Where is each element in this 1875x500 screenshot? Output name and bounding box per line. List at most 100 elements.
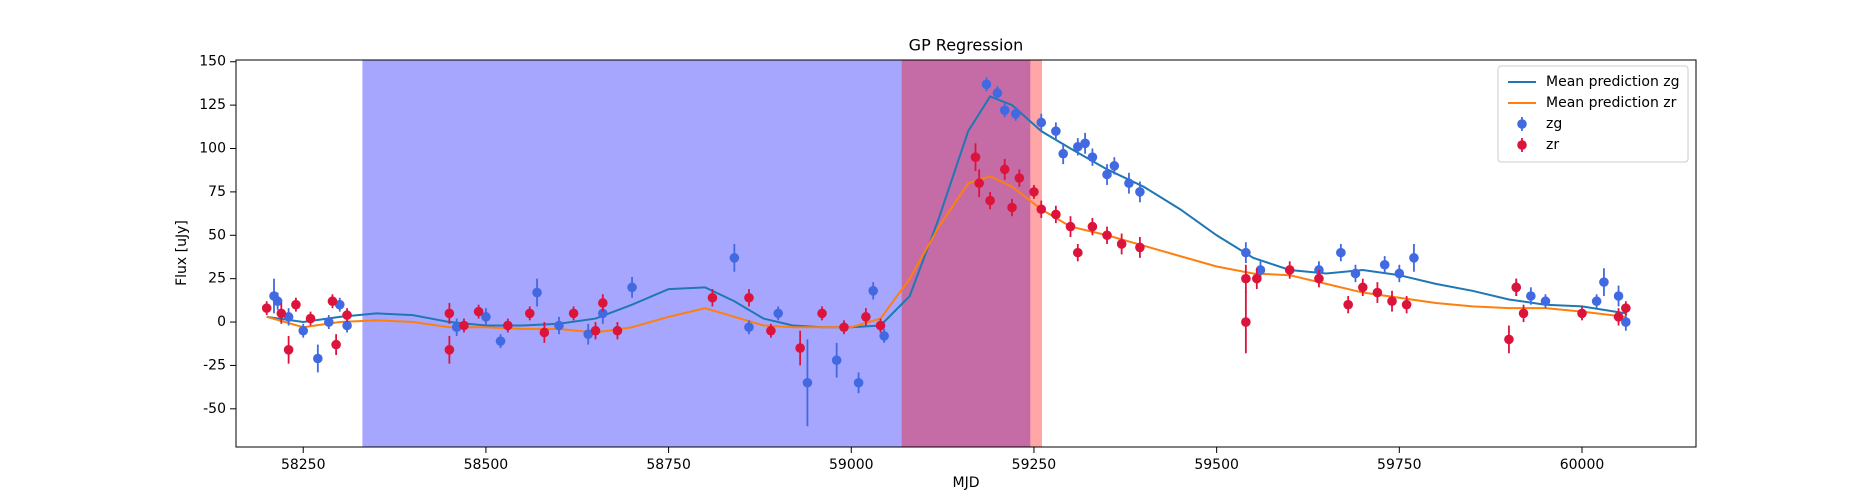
- data-point: [1357, 282, 1368, 293]
- x-tick-label: 58500: [464, 457, 509, 473]
- legend-label: Mean prediction zg: [1546, 74, 1680, 90]
- data-point: [1518, 308, 1529, 319]
- data-point: [451, 322, 462, 333]
- data-point: [495, 336, 506, 346]
- legend-label: zr: [1546, 137, 1559, 153]
- data-point: [1036, 117, 1047, 128]
- data-point: [1010, 108, 1021, 119]
- data-point: [444, 345, 455, 355]
- data-point: [707, 292, 718, 303]
- data-point: [1135, 187, 1145, 197]
- data-point: [583, 329, 594, 339]
- data-point: [992, 88, 1003, 98]
- data-point: [305, 313, 316, 324]
- data-point: [729, 253, 740, 263]
- data-point: [1007, 202, 1017, 213]
- plot-area: [261, 60, 1631, 447]
- data-point: [481, 312, 491, 322]
- data-point: [1014, 173, 1025, 183]
- data-point: [1051, 209, 1061, 220]
- data-point: [1526, 291, 1536, 301]
- legend-label: zg: [1546, 116, 1562, 132]
- shaded-span: [362, 60, 1031, 447]
- data-point: [1284, 265, 1295, 275]
- data-point: [1401, 299, 1412, 310]
- data-point: [1613, 312, 1624, 322]
- data-point: [1577, 308, 1587, 319]
- data-point: [473, 306, 484, 317]
- data-point: [1621, 303, 1631, 313]
- data-point: [568, 308, 579, 319]
- data-point: [327, 296, 338, 307]
- data-point: [773, 308, 784, 319]
- data-point: [999, 164, 1010, 175]
- data-point: [1343, 299, 1353, 310]
- data-point: [283, 312, 294, 322]
- x-tick-label: 60000: [1560, 457, 1605, 473]
- data-point: [272, 296, 283, 307]
- x-tick-label: 59750: [1377, 457, 1422, 473]
- data-point: [283, 345, 294, 355]
- data-point: [1073, 247, 1083, 258]
- data-point: [291, 299, 301, 310]
- data-point: [879, 331, 889, 341]
- data-point: [1065, 221, 1076, 232]
- data-point: [539, 327, 550, 338]
- data-point: [817, 308, 827, 319]
- data-point: [334, 299, 345, 310]
- data-point: [524, 308, 535, 319]
- y-tick-label: 100: [199, 141, 226, 157]
- data-point: [974, 178, 984, 189]
- data-point: [1241, 273, 1251, 284]
- chart-title: GP Regression: [909, 36, 1024, 55]
- data-point: [313, 353, 323, 364]
- data-point: [744, 292, 754, 303]
- data-point: [1087, 221, 1098, 232]
- data-point: [802, 377, 813, 388]
- data-point: [1080, 138, 1090, 149]
- data-point: [861, 312, 871, 322]
- x-tick-label: 58250: [281, 457, 326, 473]
- legend-swatch: [1517, 140, 1527, 150]
- data-point: [554, 320, 564, 331]
- data-point: [853, 377, 864, 388]
- data-point: [1051, 126, 1061, 136]
- data-point: [1241, 247, 1251, 258]
- data-point: [1087, 152, 1098, 162]
- data-point: [1135, 242, 1145, 253]
- legend-swatch: [1517, 119, 1527, 129]
- data-point: [298, 325, 309, 336]
- data-point: [1394, 268, 1405, 279]
- data-point: [444, 308, 455, 319]
- legend-box: [1497, 65, 1689, 163]
- plot-frame: [235, 59, 1697, 448]
- data-point: [1102, 230, 1112, 241]
- x-tick-label: 59250: [1012, 457, 1057, 473]
- data-point: [503, 320, 513, 331]
- data-point: [1621, 317, 1631, 327]
- data-point: [532, 287, 542, 298]
- y-tick-label: 25: [208, 271, 226, 287]
- data-point: [1124, 178, 1134, 189]
- y-tick-label: -25: [203, 357, 226, 373]
- data-point: [612, 325, 623, 336]
- x-axis-label: MJD: [953, 475, 980, 491]
- data-point: [1511, 282, 1522, 293]
- data-point: [839, 322, 849, 333]
- data-point: [1029, 187, 1039, 197]
- data-point: [276, 308, 287, 319]
- data-point: [1336, 247, 1346, 258]
- data-point: [324, 317, 334, 327]
- y-tick-label: 0: [217, 314, 226, 330]
- data-point: [1116, 239, 1127, 249]
- x-tick-label: 59000: [829, 457, 874, 473]
- data-point: [1379, 259, 1390, 270]
- data-point: [459, 320, 469, 331]
- data-point: [261, 303, 272, 313]
- data-point: [1241, 317, 1251, 327]
- data-point: [1504, 334, 1514, 345]
- legend-label: Mean prediction zr: [1546, 95, 1677, 111]
- data-point: [1591, 296, 1602, 307]
- data-point: [766, 325, 776, 336]
